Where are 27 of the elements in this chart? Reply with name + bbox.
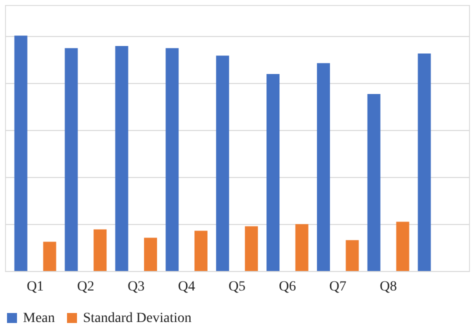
bar: [115, 46, 128, 271]
x-tick-label: Q3: [128, 280, 145, 294]
bar: [396, 222, 410, 271]
legend-label: Mean: [23, 311, 55, 326]
x-tick-label: Q7: [329, 280, 346, 294]
bar: [94, 229, 107, 271]
x-tick-label: Q5: [228, 280, 246, 294]
x-tick-label: Q6: [278, 280, 296, 294]
bar: [244, 226, 258, 271]
bar: [194, 230, 208, 271]
bar: [166, 48, 179, 271]
bar: [266, 74, 280, 271]
x-tick-label: Q4: [178, 280, 196, 294]
bar: [144, 238, 158, 271]
bar: [14, 36, 28, 271]
bar: [295, 224, 308, 271]
bar: [346, 240, 359, 271]
legend-label: Standard Deviation: [83, 311, 192, 326]
bar: [216, 56, 230, 271]
bar: [64, 48, 78, 271]
bar: [316, 63, 330, 271]
x-tick-label: Q2: [77, 280, 94, 294]
x-tick-label: Q8: [380, 280, 397, 294]
bar: [367, 94, 380, 271]
bar: [43, 242, 56, 271]
bar: [418, 53, 431, 271]
x-tick-label: Q1: [26, 280, 44, 294]
